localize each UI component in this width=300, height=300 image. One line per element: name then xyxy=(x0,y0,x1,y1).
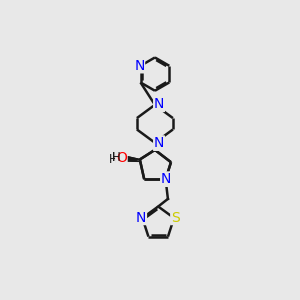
Text: O: O xyxy=(116,151,127,165)
Text: O: O xyxy=(113,152,124,166)
Text: H: H xyxy=(111,152,120,164)
Bar xyxy=(137,156,167,165)
Text: N: N xyxy=(161,172,171,186)
Text: H: H xyxy=(111,152,120,164)
Polygon shape xyxy=(127,157,140,160)
Text: N: N xyxy=(154,98,164,111)
Text: N: N xyxy=(134,59,145,73)
Text: N: N xyxy=(154,98,164,111)
Text: N: N xyxy=(154,136,164,150)
Polygon shape xyxy=(124,158,139,161)
Polygon shape xyxy=(127,157,140,160)
Text: N: N xyxy=(136,211,146,224)
Polygon shape xyxy=(139,150,171,180)
Text: N: N xyxy=(161,172,171,186)
Text: H: H xyxy=(109,153,117,166)
Text: N: N xyxy=(154,136,164,150)
Text: S: S xyxy=(171,211,180,224)
Text: O: O xyxy=(116,151,127,165)
